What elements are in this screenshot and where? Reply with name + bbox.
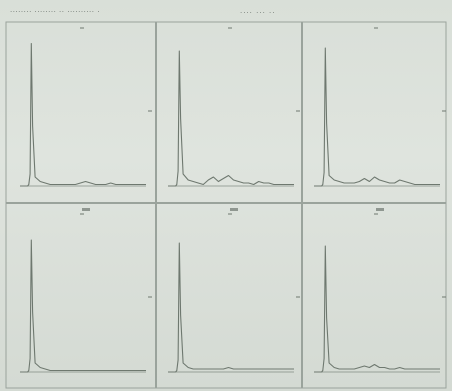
outer-frame — [5, 21, 447, 389]
header-text-left: ........ ........ .. .......... . — [10, 6, 100, 14]
trace-panel-5 — [168, 242, 294, 373]
panel-caption-mark — [230, 208, 238, 211]
header-text-right: .... ... .. — [240, 7, 276, 15]
trace-panel-2 — [168, 50, 294, 187]
trace-panel-4 — [20, 239, 146, 373]
trace-panel-1 — [20, 42, 146, 187]
panel-caption-mark — [82, 208, 90, 211]
trace-panel-6 — [314, 245, 440, 373]
panel-caption-mark — [376, 208, 384, 211]
trace-panel-3 — [314, 47, 440, 187]
